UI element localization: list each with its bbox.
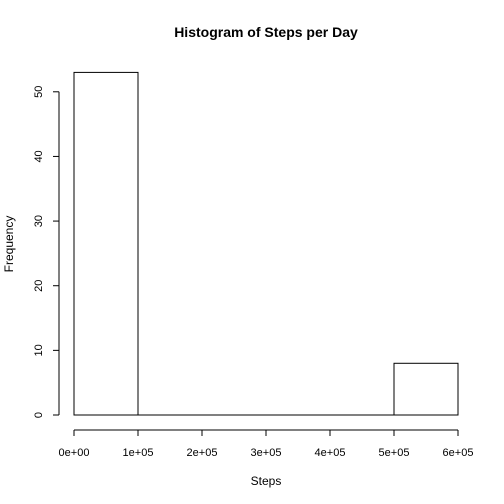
y-tick-label: 20 bbox=[33, 280, 45, 292]
y-tick-label: 10 bbox=[33, 344, 45, 356]
y-axis-label: Frequency bbox=[2, 216, 16, 273]
y-tick-label: 0 bbox=[33, 412, 45, 418]
y-tick-label: 50 bbox=[33, 86, 45, 98]
bars-group bbox=[73, 71, 459, 416]
x-axis-label: Steps bbox=[251, 474, 282, 488]
x-tick-label: 1e+05 bbox=[123, 447, 154, 459]
x-tick-label: 5e+05 bbox=[379, 447, 410, 459]
y-tick-label: 40 bbox=[33, 150, 45, 162]
x-tick-label: 3e+05 bbox=[251, 447, 282, 459]
x-tick-label: 2e+05 bbox=[187, 447, 218, 459]
x-tick-label: 6e+05 bbox=[443, 447, 474, 459]
x-tick-label: 0e+00 bbox=[59, 447, 90, 459]
y-tick-label: 30 bbox=[33, 215, 45, 227]
x-tick-label: 4e+05 bbox=[315, 447, 346, 459]
y-axis: 0 10 20 30 40 50 bbox=[33, 86, 60, 418]
x-axis: 0e+00 1e+05 2e+05 3e+05 4e+05 5e+05 6e+05 bbox=[59, 429, 474, 459]
histogram-bar-0 bbox=[73, 71, 139, 416]
histogram-bar-5 bbox=[393, 362, 459, 416]
chart-title: Histogram of Steps per Day bbox=[174, 24, 358, 40]
